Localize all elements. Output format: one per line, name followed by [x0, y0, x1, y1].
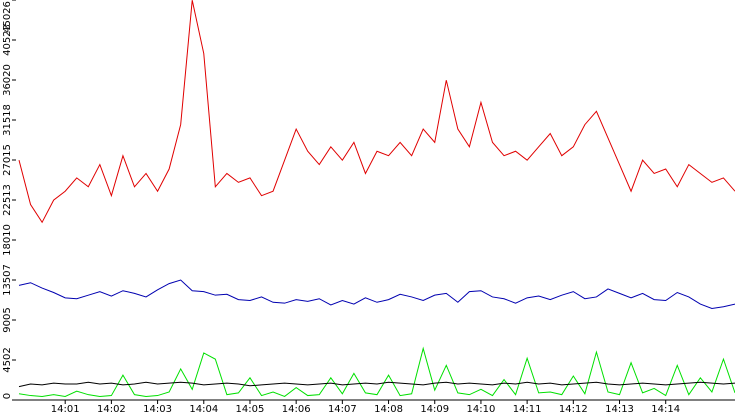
y-tick-label: 36020 [2, 64, 13, 96]
x-tick-label: 14:12 [559, 404, 588, 415]
y-tick-label: 13507 [2, 264, 13, 296]
series-line [18, 381, 735, 388]
x-tick-label: 14:10 [467, 404, 496, 415]
x-tick-label: 14:07 [328, 404, 357, 415]
series-line [18, 0, 735, 224]
x-tick-label: 14:05 [236, 404, 265, 415]
x-tick-label: 14:01 [51, 404, 80, 415]
x-tick-label: 14:13 [605, 404, 634, 415]
series-line [18, 346, 735, 398]
x-tick-label: 14:11 [513, 404, 542, 415]
x-tick-label: 14:14 [651, 404, 680, 415]
x-tick-label: 14:09 [420, 404, 449, 415]
x-tick-label: 14:02 [97, 404, 126, 415]
y-tick-label: 9005 [2, 307, 13, 332]
y-tick-label: 31518 [2, 104, 13, 136]
y-tick-label: 22513 [2, 184, 13, 216]
y-tick-label: 40523 [2, 24, 13, 56]
y-tick-label: 4502 [2, 347, 13, 372]
y-tick-label: 27015 [2, 144, 13, 176]
series-line [18, 279, 735, 310]
x-tick-label: 14:06 [282, 404, 311, 415]
y-tick-label: 18010 [2, 224, 13, 256]
y-tick-label: 0 [2, 393, 13, 399]
x-tick-label: 14:04 [189, 404, 218, 415]
x-tick-label: 14:03 [143, 404, 172, 415]
x-tick-label: 14:08 [374, 404, 403, 415]
y-tick-label: 45026 [2, 1, 13, 33]
